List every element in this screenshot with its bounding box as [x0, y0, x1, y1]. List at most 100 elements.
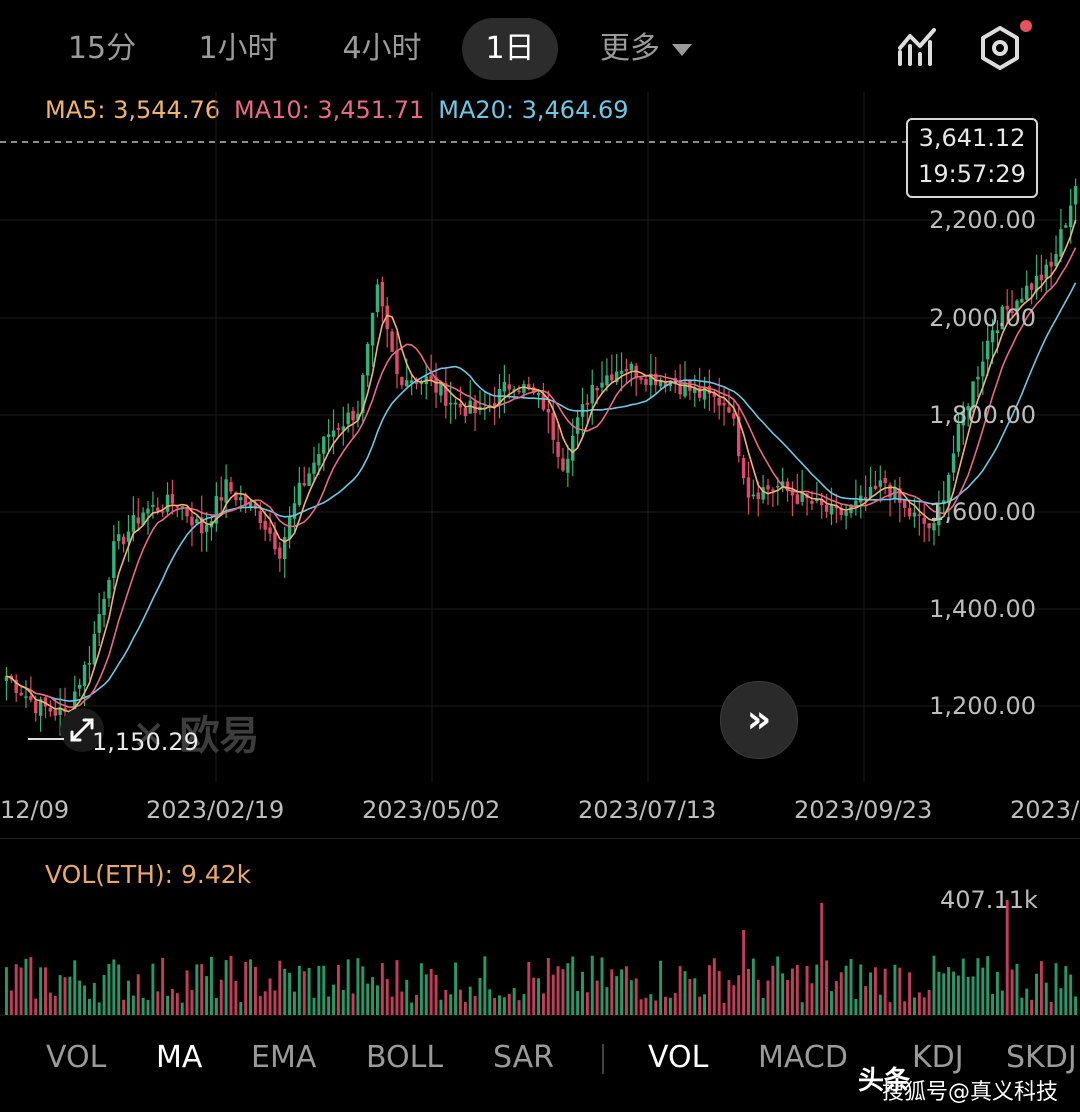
candle-body — [863, 496, 868, 501]
candle-body — [981, 361, 985, 377]
volume-bar — [668, 997, 672, 1015]
candle-body — [97, 614, 101, 633]
volume-bar — [224, 960, 228, 1015]
candle-body — [29, 696, 33, 701]
volume-bar — [4, 967, 8, 1015]
volume-bar — [1044, 982, 1048, 1015]
volume-bar — [952, 971, 955, 1015]
candle-body — [297, 482, 302, 506]
volume-bar — [288, 972, 292, 1015]
volume-bar — [234, 980, 238, 1015]
volume-bar — [893, 964, 897, 1015]
volume-bar — [1064, 966, 1068, 1015]
candle-body — [214, 495, 219, 524]
x-tick-label: 2023/07/13 — [578, 796, 717, 824]
volume-bar — [693, 978, 697, 1015]
candle-body — [614, 371, 619, 383]
volume-bar — [688, 979, 692, 1015]
volume-bar — [205, 976, 209, 1015]
settings-hex-icon[interactable] — [976, 24, 1024, 72]
volume-bar — [605, 987, 609, 1015]
volume-bar — [58, 975, 62, 1015]
candle-body — [1015, 300, 1019, 311]
ma20-value: MA20: 3,464.69 — [438, 96, 629, 124]
candle-body — [126, 531, 131, 542]
volume-bar — [83, 985, 87, 1015]
volume-bar — [19, 967, 23, 1015]
candle-body — [688, 380, 692, 391]
volume-bar — [795, 964, 799, 1015]
indicator-tab-sar[interactable]: SAR — [493, 1040, 554, 1075]
volume-bar — [170, 988, 174, 1015]
ma5-line — [6, 219, 1077, 713]
volume-bar — [146, 999, 150, 1015]
candle-body — [395, 350, 399, 375]
timeframe-4h[interactable]: 4小时 — [342, 31, 422, 66]
expand-arrows-icon[interactable] — [58, 706, 106, 754]
candle-body — [1049, 261, 1053, 267]
volume-bar — [624, 966, 628, 1015]
timeframe-1d[interactable]: 1日 — [462, 18, 558, 80]
indicator-tab-ema[interactable]: EMA — [251, 1040, 317, 1075]
credit-sohu: 搜狐号@真义科技 — [882, 1080, 1059, 1105]
volume-bar — [991, 993, 995, 1015]
x-tick-label: 2023/05/02 — [362, 796, 501, 824]
candle-body — [536, 393, 541, 396]
volume-bar — [1025, 988, 1029, 1015]
candle-body — [273, 532, 277, 550]
indicator-tab-ma[interactable]: MA — [156, 1040, 203, 1075]
volume-bar — [1069, 974, 1073, 1015]
candle-body — [390, 331, 394, 352]
candlestick-chart[interactable] — [0, 92, 1080, 782]
sub-tab-macd[interactable]: MACD — [758, 1040, 848, 1075]
candle-body — [146, 508, 150, 514]
volume-bar — [39, 967, 43, 1015]
volume-bar — [507, 993, 511, 1015]
candle-body — [429, 375, 433, 380]
volume-bar — [1059, 988, 1063, 1015]
volume-bar — [112, 959, 116, 1015]
scroll-to-latest-button[interactable]: » — [720, 681, 798, 759]
candle-body — [73, 691, 77, 714]
volume-bar — [405, 979, 409, 1015]
sub-tab-vol[interactable]: VOL — [648, 1040, 709, 1075]
volume-bar — [87, 998, 91, 1015]
candle-body — [629, 363, 634, 371]
volume-bar — [351, 993, 355, 1015]
candle-body — [873, 485, 878, 489]
volume-bar — [756, 979, 760, 1015]
ma20-line — [6, 282, 1077, 703]
candle-body — [517, 390, 521, 393]
candle-body — [409, 380, 414, 384]
sub-tab-kdj[interactable]: KDJ — [912, 1040, 964, 1075]
candle-body — [117, 534, 121, 542]
candle-body — [375, 284, 380, 313]
timeframe-15m[interactable]: 15分 — [67, 31, 137, 66]
sub-tab-skdj[interactable]: SKDJ — [1006, 1040, 1077, 1075]
timeframe-1h[interactable]: 1小时 — [198, 31, 278, 66]
volume-bar — [917, 992, 921, 1015]
candle-body — [976, 376, 980, 380]
volume-bar — [986, 956, 990, 1015]
volume-bar — [976, 958, 980, 1015]
volume-bar — [14, 964, 18, 1015]
y-tick-label: 2,000.00 — [929, 304, 1036, 332]
indicator-tab-boll[interactable]: BOLL — [366, 1040, 444, 1075]
candle-body — [1025, 285, 1029, 300]
volume-bar — [327, 996, 331, 1015]
candle-body — [1010, 311, 1014, 314]
volume-bar — [615, 976, 619, 1015]
volume-bar — [1030, 999, 1034, 1015]
candle-body — [639, 377, 643, 380]
volume-bar — [766, 980, 770, 1015]
volume-bar — [854, 998, 858, 1015]
indicator-tab-vol[interactable]: VOL — [46, 1040, 107, 1075]
chart-draw-icon[interactable] — [894, 24, 942, 72]
candle-body — [951, 453, 956, 473]
candle-body — [971, 381, 975, 408]
timeframe-more[interactable]: 更多 — [584, 18, 708, 80]
volume-bar — [341, 989, 345, 1015]
volume-bar — [1039, 961, 1043, 1015]
volume-bar — [546, 958, 550, 1015]
volume-bar — [190, 989, 194, 1015]
